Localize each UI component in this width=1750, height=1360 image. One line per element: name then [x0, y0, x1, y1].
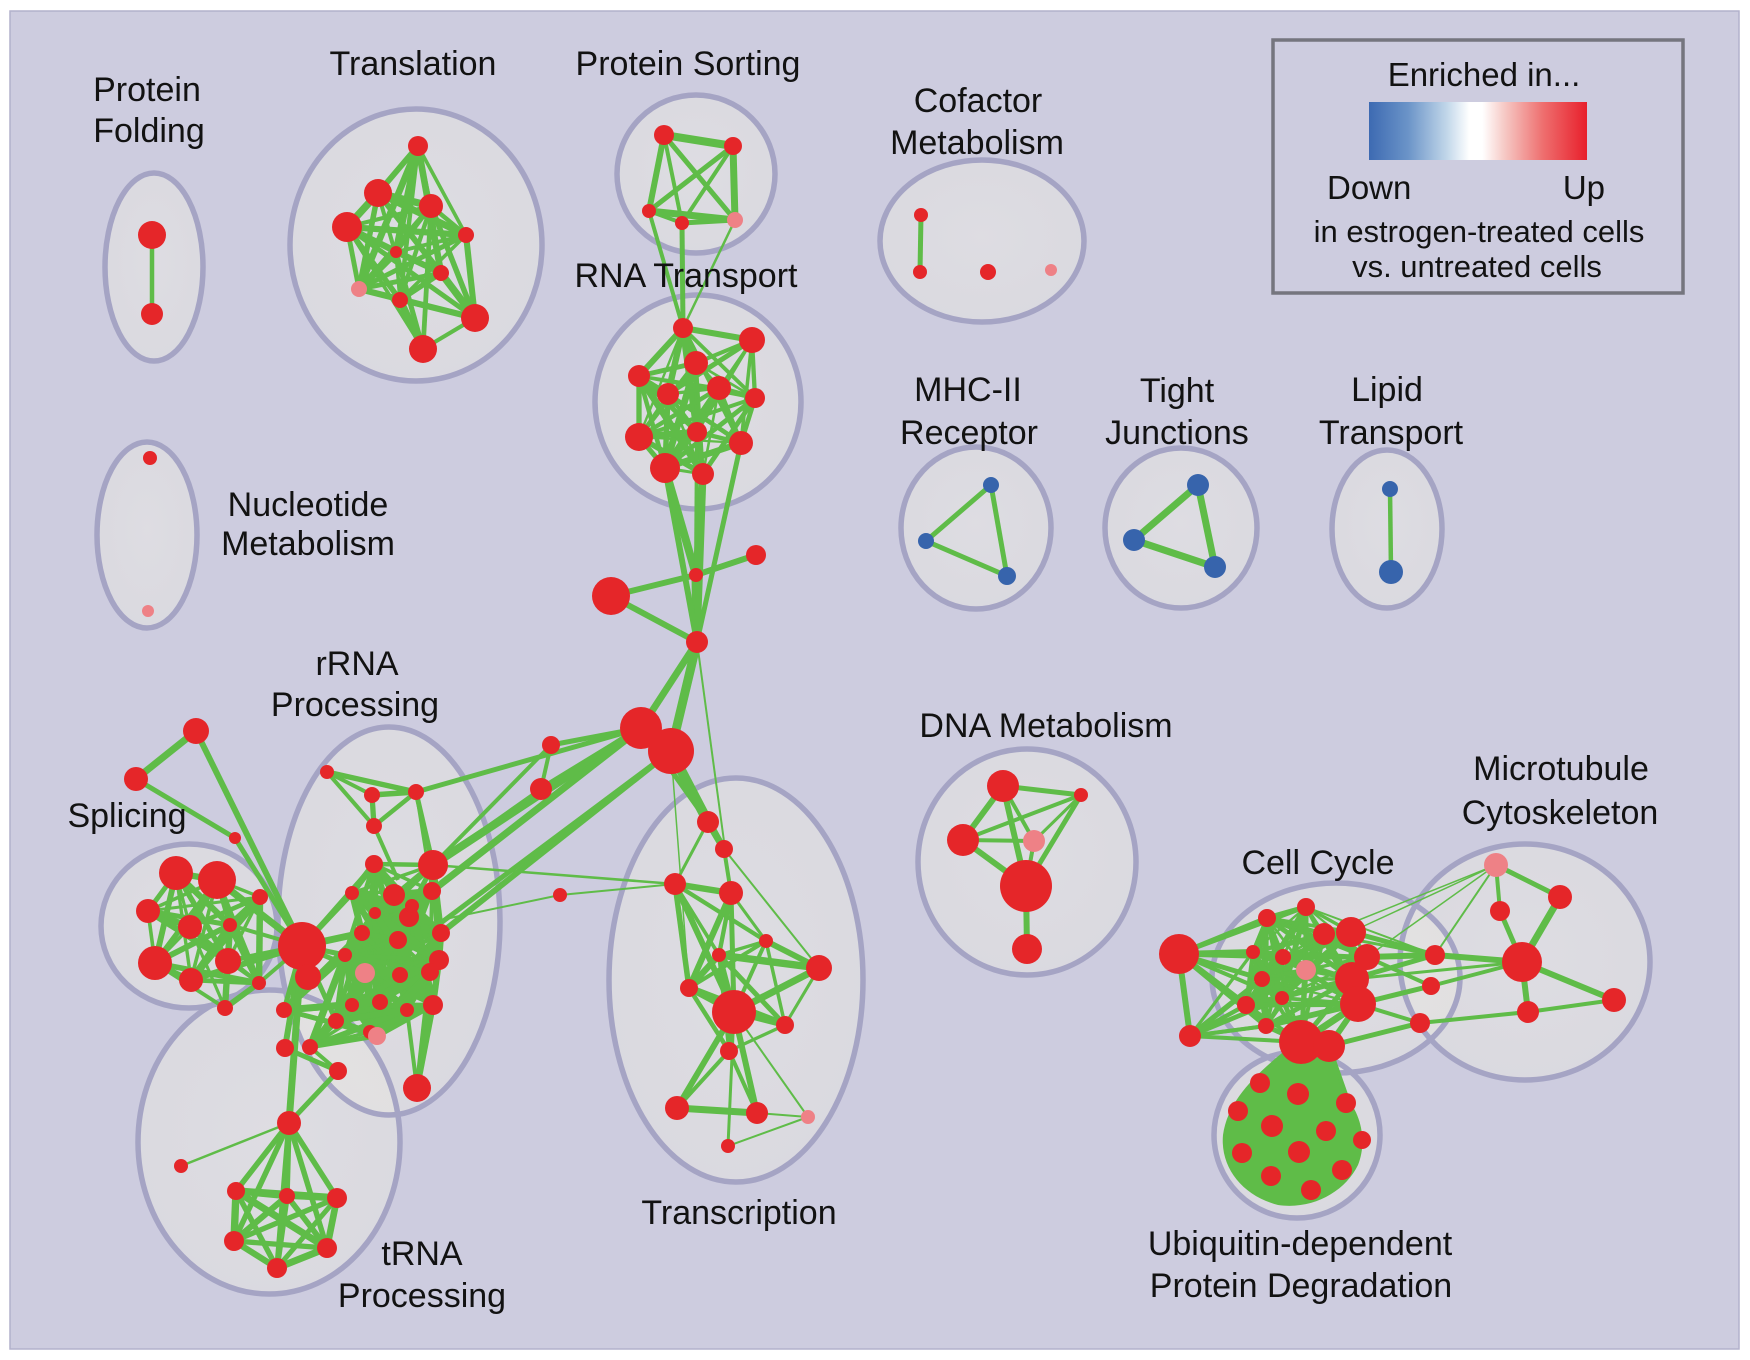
svg-text:Protein: Protein	[93, 71, 201, 109]
svg-text:Nucleotide: Nucleotide	[228, 486, 389, 524]
svg-text:Ubiquitin-dependent: Ubiquitin-dependent	[1148, 1225, 1453, 1263]
svg-text:Microtubule: Microtubule	[1473, 750, 1649, 788]
svg-text:Cofactor: Cofactor	[914, 82, 1043, 120]
svg-text:Splicing: Splicing	[67, 797, 186, 835]
svg-text:Translation: Translation	[330, 45, 497, 83]
svg-text:Up: Up	[1563, 169, 1605, 206]
svg-text:Metabolism: Metabolism	[890, 124, 1064, 162]
svg-text:RNA Transport: RNA Transport	[575, 257, 799, 295]
svg-text:Enriched in...: Enriched in...	[1388, 56, 1581, 93]
svg-text:Transcription: Transcription	[641, 1194, 836, 1232]
svg-text:Receptor: Receptor	[900, 414, 1038, 452]
svg-text:in estrogen-treated cells: in estrogen-treated cells	[1314, 214, 1645, 249]
svg-text:MHC-II: MHC-II	[914, 371, 1022, 409]
svg-text:Metabolism: Metabolism	[221, 525, 395, 563]
svg-text:tRNA: tRNA	[381, 1235, 463, 1273]
svg-text:Protein Degradation: Protein Degradation	[1150, 1267, 1452, 1305]
svg-text:Lipid: Lipid	[1351, 371, 1423, 409]
svg-text:DNA Metabolism: DNA Metabolism	[919, 707, 1172, 745]
svg-text:Processing: Processing	[338, 1277, 506, 1315]
svg-text:Folding: Folding	[93, 112, 205, 150]
svg-text:Tight: Tight	[1140, 372, 1215, 410]
svg-text:Cytoskeleton: Cytoskeleton	[1462, 794, 1659, 832]
svg-text:Protein Sorting: Protein Sorting	[576, 45, 801, 83]
svg-text:Processing: Processing	[271, 686, 439, 724]
svg-text:rRNA: rRNA	[315, 645, 398, 683]
svg-text:Down: Down	[1327, 169, 1411, 206]
svg-text:vs. untreated cells: vs. untreated cells	[1352, 249, 1602, 284]
svg-text:Transport: Transport	[1319, 414, 1464, 452]
svg-text:Cell Cycle: Cell Cycle	[1241, 844, 1394, 882]
svg-text:Junctions: Junctions	[1105, 414, 1249, 452]
